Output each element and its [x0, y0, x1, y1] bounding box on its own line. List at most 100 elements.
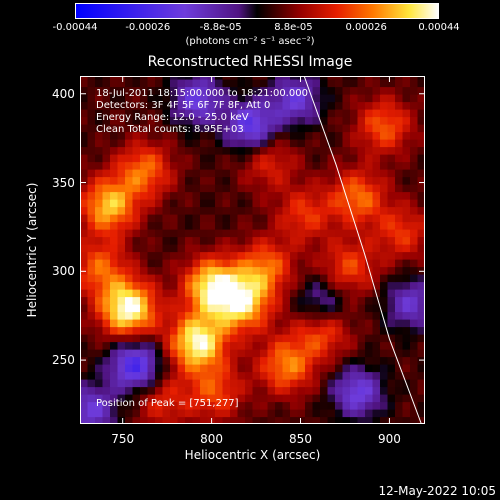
heatmap-cell: [402, 416, 411, 424]
heatmap-cell: [327, 251, 336, 260]
heatmap-cell: [312, 94, 321, 103]
heatmap-cell: [125, 281, 134, 290]
heatmap-cell: [380, 76, 389, 80]
heatmap-cell: [335, 86, 344, 95]
heatmap-cell: [267, 281, 276, 290]
heatmap-cell: [222, 326, 231, 335]
heatmap-cell: [110, 86, 119, 95]
heatmap-cell: [162, 371, 171, 380]
heatmap-cell: [380, 109, 389, 118]
heatmap-cell: [297, 251, 306, 260]
heatmap-cell: [215, 214, 224, 223]
heatmap-cell: [417, 386, 425, 395]
chart-title: Reconstructed RHESSI Image: [147, 54, 353, 70]
heatmap-cell: [267, 319, 276, 328]
heatmap-cell: [125, 311, 134, 320]
heatmap-cell: [207, 214, 216, 223]
heatmap-cell: [87, 221, 96, 230]
heatmap-cell: [282, 191, 291, 200]
heatmap-cell: [275, 154, 284, 163]
heatmap-cell: [275, 214, 284, 223]
heatmap-cell: [395, 371, 404, 380]
heatmap-cell: [357, 326, 366, 335]
heatmap-cell: [282, 341, 291, 350]
heatmap-cell: [80, 176, 89, 185]
heatmap-cell: [215, 199, 224, 208]
heatmap-cell: [342, 304, 351, 313]
heatmap-cell: [275, 296, 284, 305]
heatmap-cell: [80, 221, 89, 230]
heatmap-cell: [387, 169, 396, 178]
heatmap-cell: [342, 289, 351, 298]
heatmap-cell: [282, 371, 291, 380]
heatmap-cell: [237, 296, 246, 305]
heatmap-cell: [372, 101, 381, 110]
heatmap-cell: [297, 214, 306, 223]
heatmap-cell: [327, 199, 336, 208]
heatmap-cell: [387, 311, 396, 320]
heatmap-cell: [102, 259, 111, 268]
heatmap-cell: [110, 356, 119, 365]
heatmap-cell: [372, 251, 381, 260]
heatmap-cell: [357, 296, 366, 305]
heatmap-cell: [117, 334, 126, 343]
heatmap-cell: [207, 409, 216, 418]
heatmap-cell: [95, 281, 104, 290]
heatmap-cell: [140, 76, 149, 80]
heatmap-cell: [125, 169, 134, 178]
heatmap-cell: [80, 274, 89, 283]
heatmap-cell: [147, 386, 156, 395]
heatmap-cell: [177, 131, 186, 140]
heatmap-cell: [335, 124, 344, 133]
heatmap-cell: [327, 401, 336, 410]
heatmap-cell: [260, 124, 269, 133]
heatmap-cell: [282, 116, 291, 125]
heatmap-cell: [230, 251, 239, 260]
heatmap-cell: [305, 169, 314, 178]
heatmap-cell: [305, 394, 314, 403]
heatmap-cell: [395, 311, 404, 320]
heatmap-cell: [222, 116, 231, 125]
heatmap-cell: [417, 416, 425, 424]
heatmap-cell: [125, 94, 134, 103]
heatmap-cell: [155, 244, 164, 253]
heatmap-cell: [335, 409, 344, 418]
heatmap-cell: [305, 131, 314, 140]
heatmap-cell: [162, 349, 171, 358]
heatmap-cell: [192, 176, 201, 185]
heatmap-cell: [207, 304, 216, 313]
heatmap-cell: [125, 131, 134, 140]
heatmap-cell: [335, 131, 344, 140]
heatmap-cell: [155, 416, 164, 424]
heatmap-cell: [200, 401, 209, 410]
heatmap-cell: [417, 319, 425, 328]
heatmap-cell: [335, 401, 344, 410]
heatmap-cell: [372, 304, 381, 313]
heatmap-cell: [410, 131, 419, 140]
heatmap-cell: [297, 281, 306, 290]
heatmap-cell: [132, 341, 141, 350]
heatmap-cell: [215, 341, 224, 350]
heatmap-cell: [110, 274, 119, 283]
heatmap-cell: [102, 349, 111, 358]
heatmap-cell: [267, 409, 276, 418]
heatmap-cell: [230, 274, 239, 283]
heatmap-cell: [207, 274, 216, 283]
heatmap-cell: [132, 379, 141, 388]
heatmap-cell: [110, 296, 119, 305]
heatmap-cell: [395, 296, 404, 305]
heatmap-cell: [365, 76, 374, 80]
heatmap-cell: [117, 289, 126, 298]
heatmap-cell: [125, 86, 134, 95]
heatmap-cell: [80, 161, 89, 170]
heatmap-cell: [297, 416, 306, 424]
heatmap-cell: [320, 244, 329, 253]
heatmap-cell: [102, 161, 111, 170]
heatmap-cell: [95, 124, 104, 133]
heatmap-cell: [110, 109, 119, 118]
heatmap-cell: [102, 371, 111, 380]
heatmap-cell: [252, 169, 261, 178]
heatmap-cell: [207, 116, 216, 125]
heatmap-cell: [387, 221, 396, 230]
heatmap-cell: [140, 371, 149, 380]
